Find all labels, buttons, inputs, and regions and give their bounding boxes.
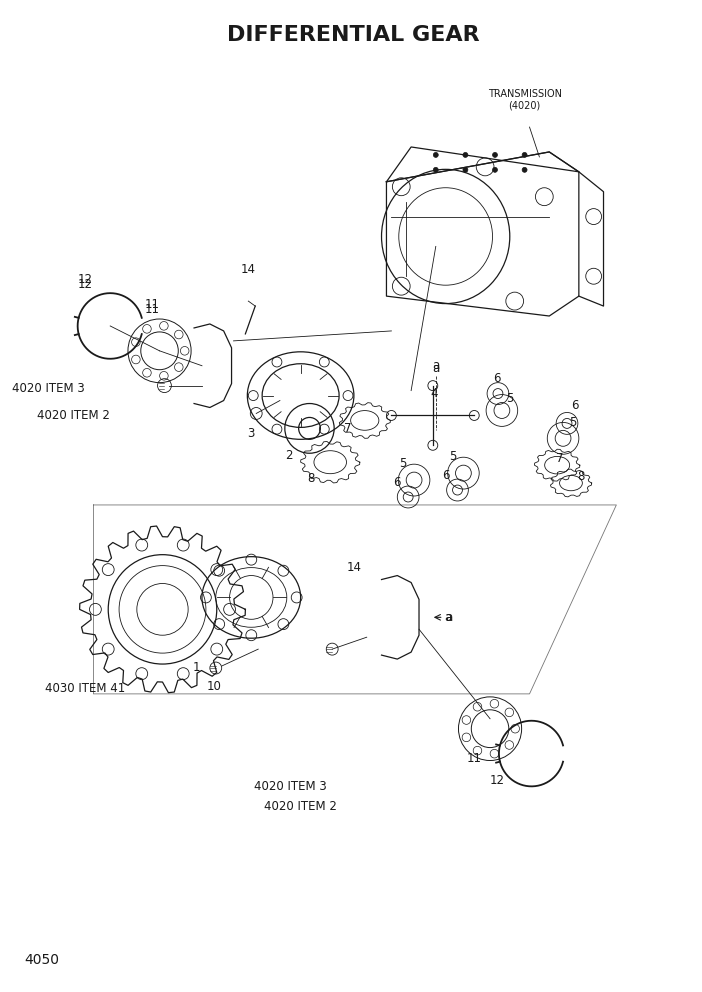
- Text: 12: 12: [78, 273, 93, 286]
- Circle shape: [493, 168, 498, 173]
- Text: a: a: [432, 359, 439, 372]
- Text: 4020 ITEM 3: 4020 ITEM 3: [12, 382, 84, 395]
- Text: 12: 12: [78, 278, 93, 291]
- Text: 4030 ITEM 41: 4030 ITEM 41: [46, 682, 126, 695]
- Circle shape: [433, 153, 438, 158]
- Text: 8: 8: [577, 469, 585, 483]
- Circle shape: [522, 153, 527, 158]
- Text: DIFFERENTIAL GEAR: DIFFERENTIAL GEAR: [227, 25, 479, 45]
- Text: 6: 6: [494, 372, 501, 385]
- Text: 2: 2: [285, 448, 293, 461]
- Text: TRANSMISSION
(4020): TRANSMISSION (4020): [488, 88, 562, 110]
- Circle shape: [463, 168, 468, 173]
- Text: 5: 5: [399, 456, 407, 469]
- Text: 6: 6: [571, 399, 578, 412]
- Text: a: a: [445, 611, 452, 624]
- Text: 5: 5: [506, 392, 513, 405]
- Text: 11: 11: [467, 752, 482, 765]
- Text: 4: 4: [430, 387, 437, 400]
- Circle shape: [493, 153, 498, 158]
- Text: 14: 14: [346, 561, 362, 574]
- Text: 3: 3: [248, 427, 255, 439]
- Text: 12: 12: [489, 774, 505, 787]
- Text: a: a: [444, 611, 451, 624]
- Text: 4020 ITEM 2: 4020 ITEM 2: [264, 800, 337, 812]
- Text: 4020 ITEM 3: 4020 ITEM 3: [254, 780, 327, 793]
- Text: 14: 14: [241, 263, 256, 276]
- Circle shape: [522, 168, 527, 173]
- Text: 6: 6: [394, 475, 401, 489]
- Text: 5: 5: [569, 416, 576, 429]
- Text: 4050: 4050: [25, 953, 60, 967]
- Text: 1: 1: [192, 661, 200, 674]
- Text: 8: 8: [307, 471, 314, 485]
- Text: 7: 7: [557, 451, 564, 464]
- Circle shape: [433, 168, 438, 173]
- Text: 6: 6: [442, 468, 449, 482]
- Text: 11: 11: [145, 298, 160, 311]
- Circle shape: [463, 153, 468, 158]
- Text: 10: 10: [206, 681, 221, 693]
- Text: 11: 11: [145, 303, 160, 315]
- Text: 4020 ITEM 2: 4020 ITEM 2: [37, 409, 110, 422]
- Text: 7: 7: [344, 422, 352, 434]
- Text: a: a: [432, 362, 439, 375]
- Text: 5: 5: [449, 449, 456, 462]
